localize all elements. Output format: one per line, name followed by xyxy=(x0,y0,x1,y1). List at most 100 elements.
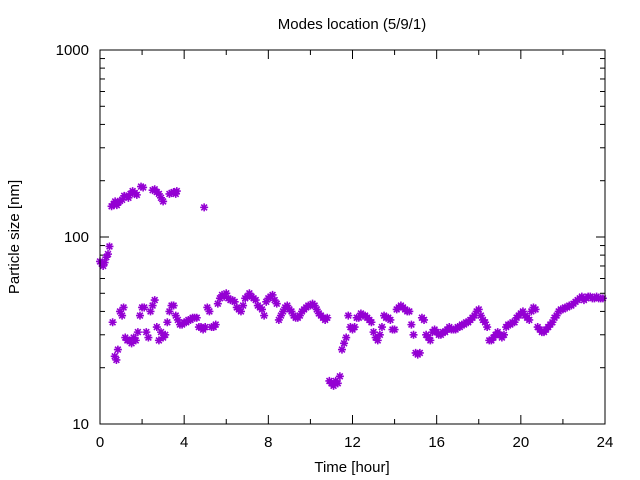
data-point xyxy=(103,250,112,259)
data-point xyxy=(420,315,429,324)
data-point xyxy=(159,197,168,206)
data-point xyxy=(154,336,163,345)
y-tick-label: 1000 xyxy=(56,42,89,59)
data-point xyxy=(354,313,363,322)
data-point xyxy=(350,323,359,332)
y-tick-label: 100 xyxy=(64,229,89,246)
data-point xyxy=(173,315,182,324)
data-point xyxy=(140,303,149,312)
data-point xyxy=(171,189,180,198)
data-point xyxy=(375,330,384,339)
data-point xyxy=(205,307,214,316)
y-tick-label: 10 xyxy=(72,416,89,433)
data-point xyxy=(236,307,245,316)
data-point xyxy=(390,325,399,334)
data-point xyxy=(119,303,128,312)
chart-title: Modes location (5/9/1) xyxy=(278,16,426,33)
data-point xyxy=(525,315,534,324)
data-point xyxy=(531,305,540,314)
data-point xyxy=(274,315,283,324)
data-point xyxy=(127,339,136,348)
data-point xyxy=(230,297,239,306)
data-point xyxy=(110,352,119,361)
data-point xyxy=(333,379,342,388)
data-point xyxy=(272,299,281,308)
data-point xyxy=(211,320,220,329)
data-point xyxy=(312,305,321,314)
data-point xyxy=(548,318,557,327)
plot-frame xyxy=(99,49,606,425)
data-point xyxy=(262,297,271,306)
data-point xyxy=(222,289,231,298)
data-point xyxy=(165,189,174,198)
data-point xyxy=(167,188,176,197)
data-point xyxy=(132,190,141,199)
data-point xyxy=(192,313,201,322)
data-point xyxy=(100,258,109,267)
data-point xyxy=(157,193,166,202)
data-point xyxy=(598,294,607,303)
data-point xyxy=(323,313,332,322)
data-point xyxy=(99,261,108,270)
data-point xyxy=(276,311,285,320)
data-point xyxy=(135,311,144,320)
data-point xyxy=(118,195,127,204)
data-point xyxy=(407,320,416,329)
data-point xyxy=(329,381,338,390)
data-point xyxy=(239,301,248,310)
data-point xyxy=(113,345,122,354)
data-point xyxy=(426,336,435,345)
data-point xyxy=(527,307,536,316)
y-axis-label: Particle size [nm] xyxy=(6,180,23,294)
x-axis-label: Time [hour] xyxy=(314,459,389,476)
data-point xyxy=(474,305,483,314)
data-point xyxy=(118,311,127,320)
data-point xyxy=(500,330,508,339)
data-point xyxy=(109,200,118,209)
data-point xyxy=(415,348,424,357)
data-point xyxy=(105,242,114,251)
data-point xyxy=(270,296,279,305)
x-tick-label: 16 xyxy=(428,434,445,451)
data-point xyxy=(342,333,351,342)
data-point xyxy=(102,253,111,262)
data-point xyxy=(409,330,418,339)
data-point xyxy=(171,311,180,320)
data-point xyxy=(295,311,304,320)
axis-ticks xyxy=(99,49,606,425)
data-point xyxy=(476,311,485,320)
data-point xyxy=(115,307,124,316)
data-point xyxy=(111,197,120,206)
data-point xyxy=(518,307,527,316)
data-point xyxy=(133,328,142,337)
data-point xyxy=(279,307,288,316)
data-point xyxy=(283,301,292,310)
data-point xyxy=(131,336,140,345)
data-point xyxy=(405,307,414,316)
data-point xyxy=(340,339,349,348)
data-point xyxy=(577,292,586,301)
data-point xyxy=(470,311,479,320)
data-point xyxy=(377,323,386,332)
x-tick-label: 12 xyxy=(344,434,361,451)
data-point xyxy=(203,303,212,312)
data-point xyxy=(243,292,252,301)
x-tick-label: 8 xyxy=(264,434,272,451)
data-point xyxy=(150,296,159,305)
data-point xyxy=(154,189,163,198)
x-tick-label: 24 xyxy=(597,434,614,451)
data-point xyxy=(200,203,209,212)
data-point xyxy=(344,311,353,320)
data-point xyxy=(137,182,146,191)
data-point xyxy=(483,323,492,332)
data-point xyxy=(148,301,157,310)
data-point xyxy=(148,186,157,195)
data-point xyxy=(169,301,178,310)
data-point xyxy=(201,323,210,332)
data-point xyxy=(258,305,267,314)
data-point xyxy=(157,328,166,337)
data-point xyxy=(386,315,395,324)
data-point xyxy=(142,328,151,337)
data-point xyxy=(335,372,344,381)
